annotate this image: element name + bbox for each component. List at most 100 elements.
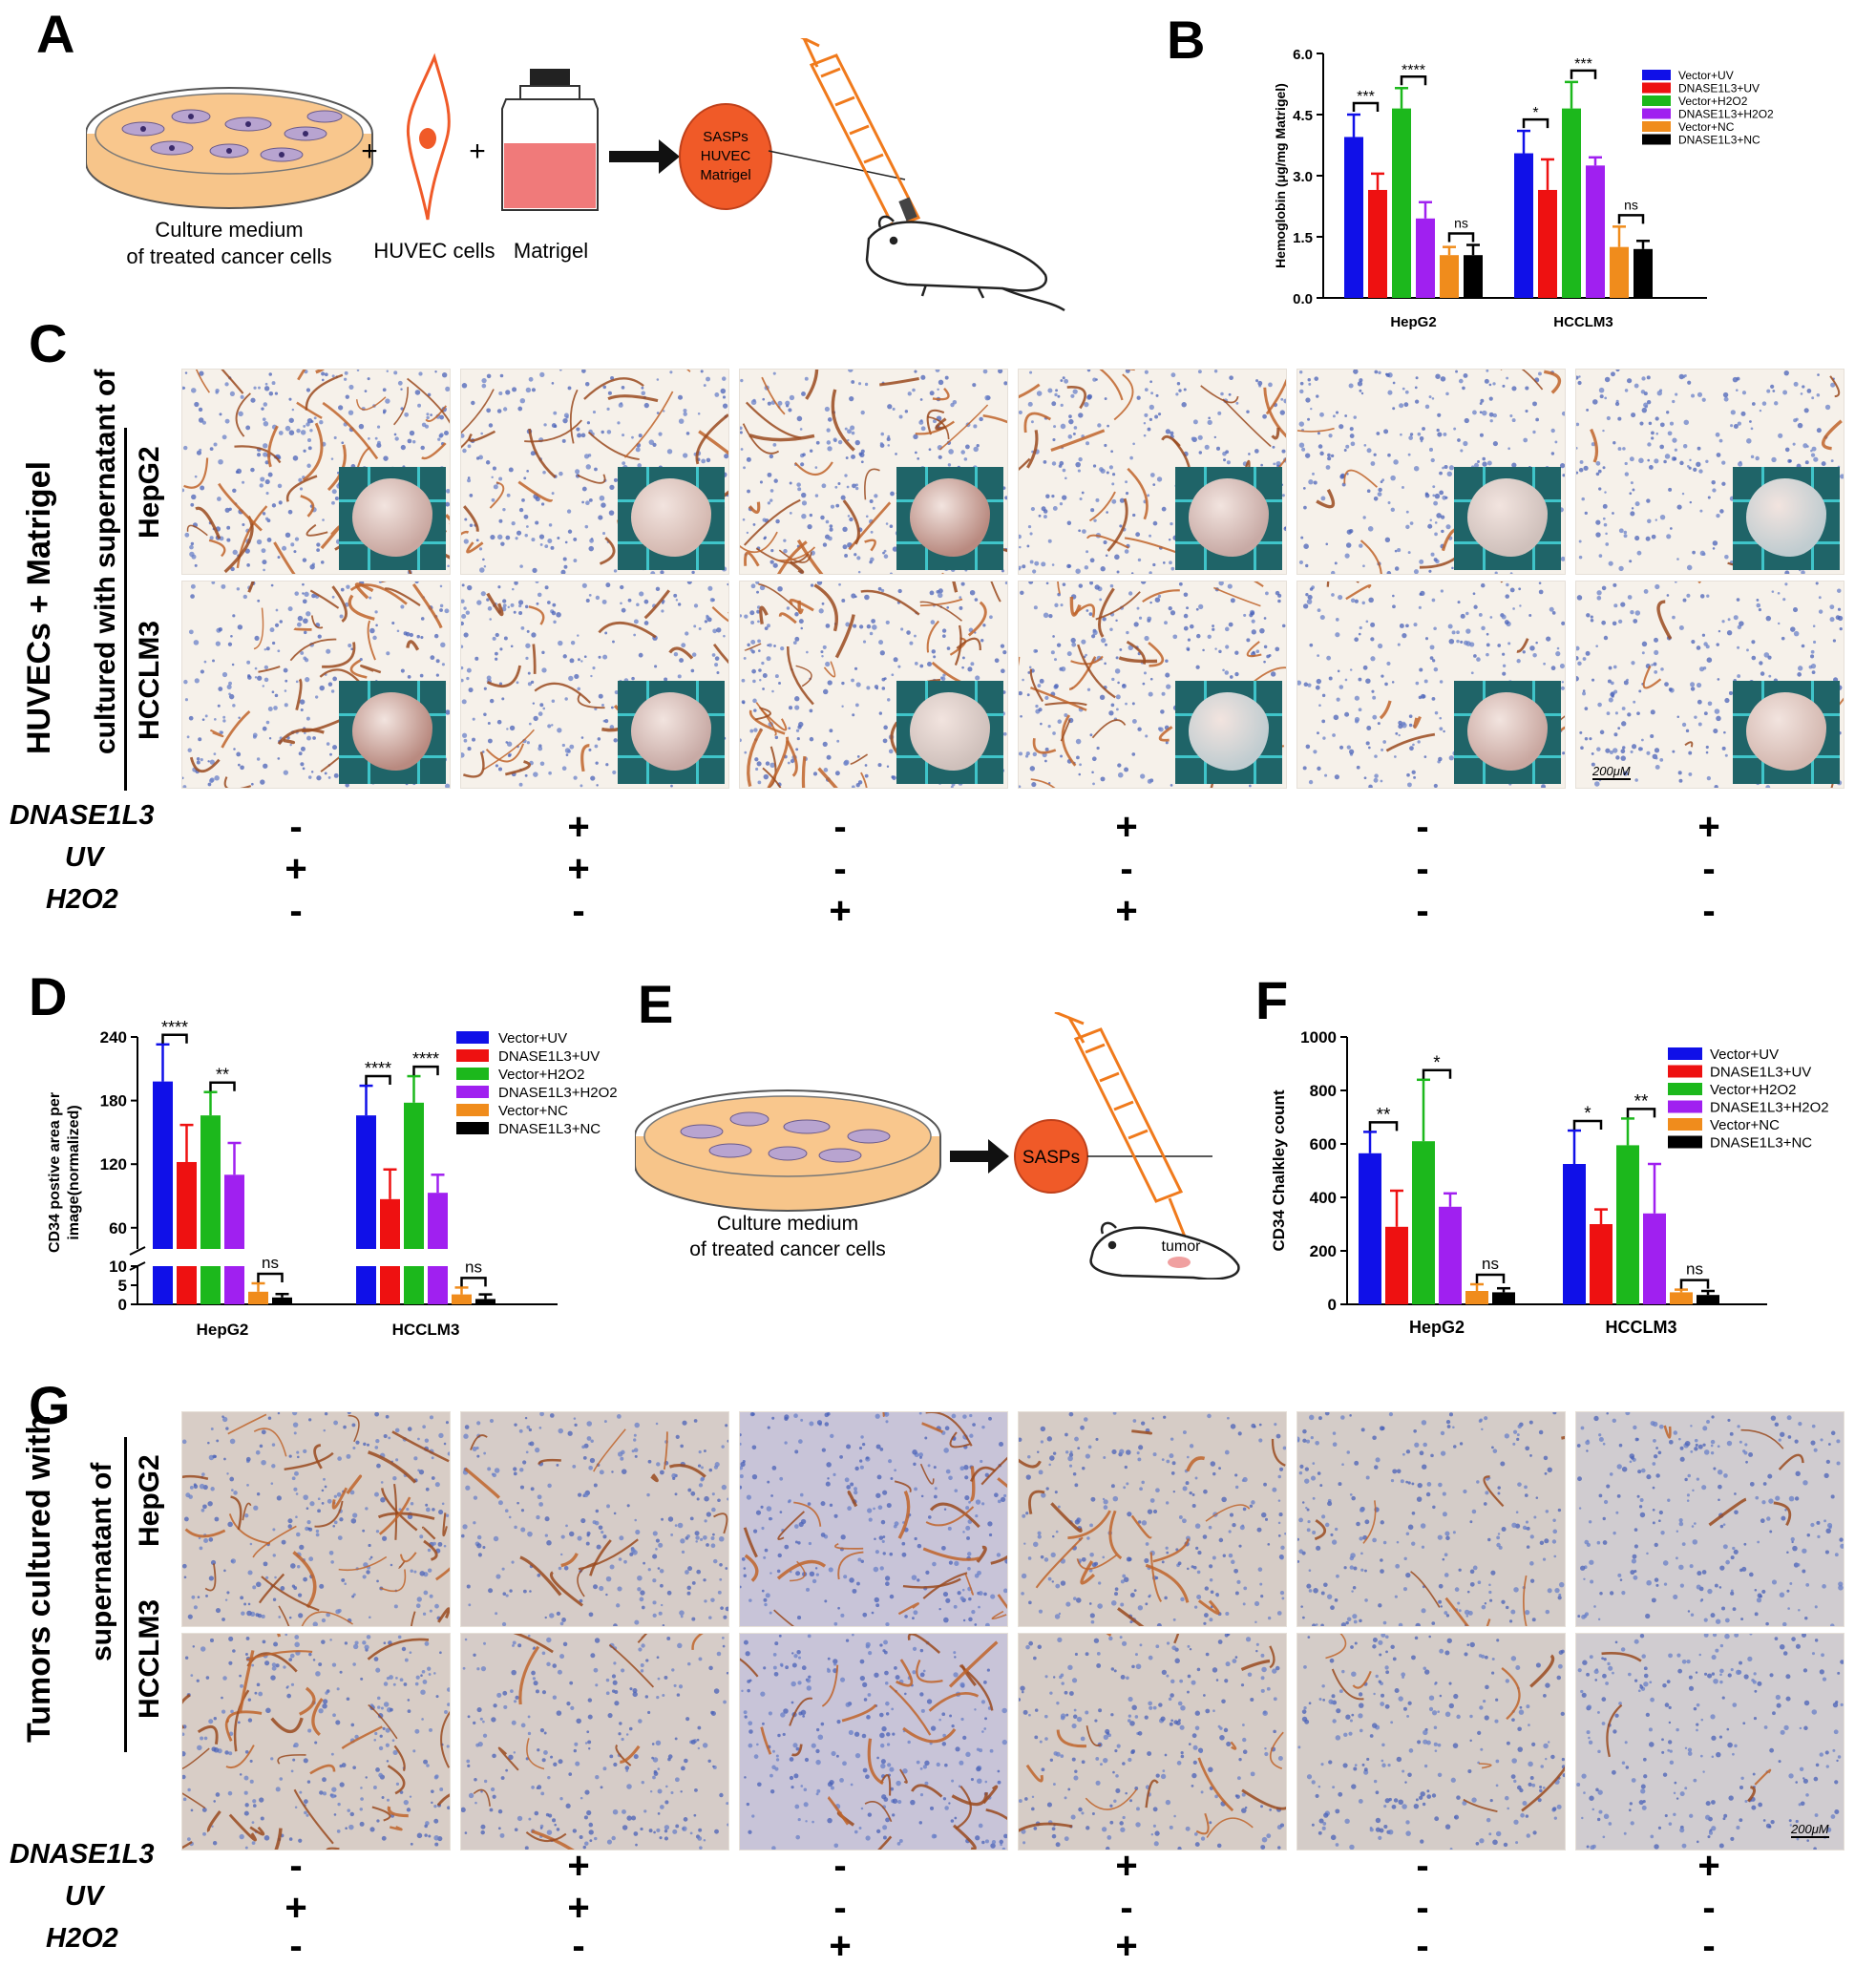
cond-label-h2o2: H2O2 xyxy=(46,1923,118,1955)
tissue-texture xyxy=(740,1412,1007,1626)
panel-g-scale-bar: 200μM xyxy=(1791,1822,1829,1838)
huvec-label: HUVEC cells xyxy=(373,239,495,263)
significance-bracket xyxy=(1477,1275,1504,1283)
micrograph-tile xyxy=(1018,581,1287,789)
dish-label-line1: Culture medium xyxy=(155,218,303,242)
mouse-icon xyxy=(867,217,1064,310)
legend-swatch xyxy=(1668,1136,1702,1149)
y-tick-label: 0 xyxy=(118,1296,127,1314)
bar xyxy=(1464,255,1483,298)
legend-swatch xyxy=(1642,109,1671,119)
panel-c-bracket-line xyxy=(124,428,127,791)
condition-sign: - xyxy=(277,892,315,930)
huvec-cell-icon xyxy=(408,57,449,220)
significance-label: *** xyxy=(1574,56,1592,73)
condition-sign: + xyxy=(821,892,859,930)
circle-line3: Matrigel xyxy=(700,167,750,183)
micrograph-tile xyxy=(460,369,729,575)
bar xyxy=(1440,255,1459,298)
bar xyxy=(380,1266,400,1304)
condition-sign: - xyxy=(277,808,315,846)
legend-label: DNASE1L3+H2O2 xyxy=(1678,108,1774,121)
legend-label: Vector+UV xyxy=(1710,1047,1779,1063)
legend-swatch xyxy=(1642,70,1671,80)
bar xyxy=(1562,109,1581,298)
tissue-texture xyxy=(740,1634,1007,1850)
panel-c-row2-label: HCCLM3 xyxy=(134,621,166,740)
micrograph-tile xyxy=(1018,1411,1287,1627)
condition-sign: - xyxy=(821,1889,859,1927)
bar xyxy=(452,1295,472,1304)
legend-label: DNASE1L3+H2O2 xyxy=(1710,1100,1829,1116)
y-tick-label: 800 xyxy=(1310,1082,1337,1100)
bar xyxy=(1538,190,1557,298)
legend-label: Vector+H2O2 xyxy=(498,1067,584,1083)
micrograph-tile xyxy=(739,581,1008,789)
micrograph-tile xyxy=(1296,369,1566,575)
condition-sign: + xyxy=(277,850,315,888)
legend-label: DNASE1L3+UV xyxy=(1678,82,1760,95)
bar xyxy=(1465,1291,1488,1304)
legend-swatch xyxy=(1642,83,1671,94)
legend-label: Vector+NC xyxy=(1710,1117,1780,1133)
gross-plug-photo xyxy=(896,681,1003,784)
significance-label: **** xyxy=(412,1049,439,1068)
panel-letter-b: B xyxy=(1167,13,1205,67)
legend-label: DNASE1L3+NC xyxy=(1678,134,1760,147)
significance-bracket xyxy=(259,1274,283,1282)
significance-label: ** xyxy=(1634,1091,1649,1111)
bar xyxy=(1514,154,1533,298)
bar xyxy=(1610,247,1629,298)
micrograph-tile xyxy=(460,1411,729,1627)
significance-label: * xyxy=(1433,1053,1441,1073)
legend-swatch xyxy=(1668,1101,1702,1113)
micrograph-tile xyxy=(460,1633,729,1851)
bar xyxy=(153,1082,173,1249)
panel-g-side-title-1: Tumors cultured with xyxy=(21,1415,58,1743)
panel-g-side-title-2: supernatant of xyxy=(86,1463,118,1661)
bar xyxy=(356,1266,376,1304)
bar xyxy=(1616,1145,1639,1304)
legend-label: Vector+NC xyxy=(1678,120,1735,134)
condition-sign: + xyxy=(559,808,598,846)
gross-plug-photo xyxy=(339,467,446,570)
condition-sign: - xyxy=(1690,850,1728,888)
tissue-texture xyxy=(461,1634,728,1850)
panel-g-row1-label: HepG2 xyxy=(134,1454,166,1547)
bar xyxy=(1590,1224,1613,1304)
panel-c-side-title-2: cultured with supernatant of xyxy=(90,370,122,754)
legend-label: DNASE1L3+NC xyxy=(498,1121,601,1137)
bar xyxy=(1392,109,1411,298)
tissue-texture xyxy=(182,1634,450,1850)
legend-label: Vector+NC xyxy=(498,1103,568,1119)
significance-label: **** xyxy=(1402,62,1425,78)
syringe-icon xyxy=(1055,1012,1187,1241)
x-category-label: HepG2 xyxy=(1390,314,1436,330)
x-category-label: HepG2 xyxy=(1409,1318,1465,1337)
condition-sign: + xyxy=(559,1889,598,1927)
bar xyxy=(404,1266,424,1304)
bar xyxy=(1563,1164,1586,1304)
micrograph-tile xyxy=(1018,369,1287,575)
panel-letter-c: C xyxy=(29,317,67,370)
gross-plug-photo xyxy=(1175,681,1282,784)
y-tick-label: 60 xyxy=(109,1219,127,1237)
significance-label: * xyxy=(1532,105,1538,121)
micrograph-tile xyxy=(1575,1411,1844,1627)
bar xyxy=(1697,1295,1719,1304)
bar xyxy=(200,1115,221,1249)
e-dish-label-line1: Culture medium xyxy=(717,1213,858,1235)
bar xyxy=(153,1266,173,1304)
chart-b-hemoglobin: 0.01.53.04.56.0HepG2*******nsHCCLM3****n… xyxy=(1270,38,1862,344)
arrow-icon xyxy=(609,139,680,174)
y-tick-label: 0.0 xyxy=(1293,291,1313,307)
condition-sign: + xyxy=(559,1847,598,1885)
condition-sign: - xyxy=(821,850,859,888)
bar xyxy=(1416,219,1435,298)
e-circle-label: SASPs xyxy=(1022,1148,1080,1168)
significance-bracket xyxy=(1619,215,1643,223)
bar xyxy=(1670,1292,1693,1304)
dish-label-line2: of treated cancer cells xyxy=(126,244,331,268)
legend-label: DNASE1L3+UV xyxy=(498,1048,600,1065)
condition-sign: - xyxy=(1403,850,1442,888)
